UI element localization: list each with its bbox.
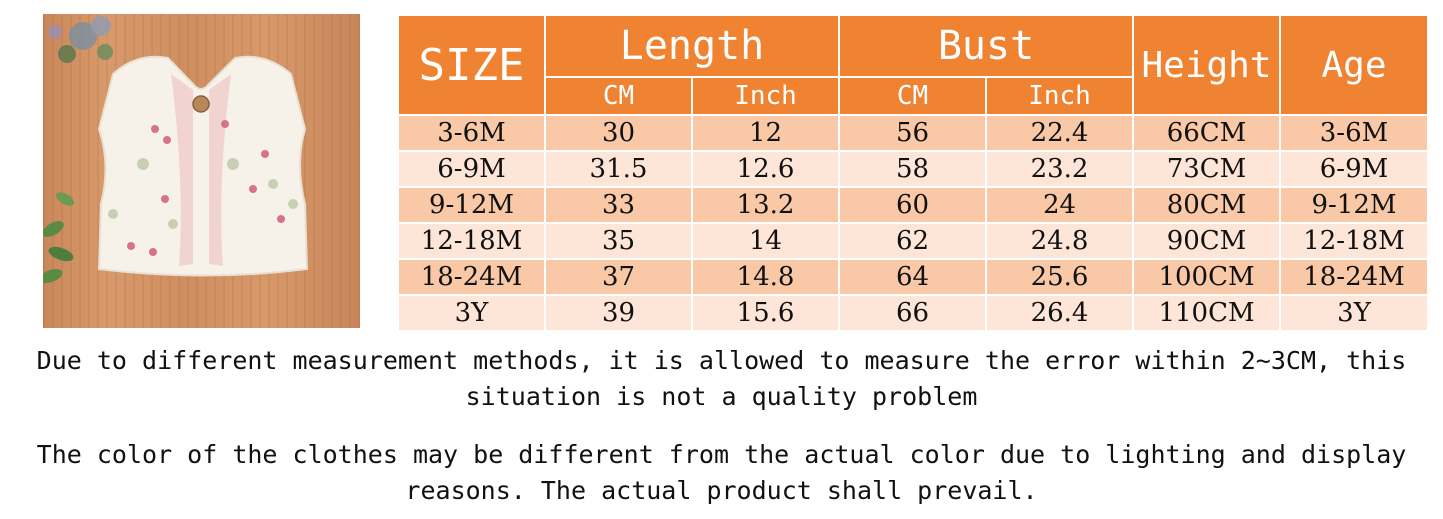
cell-length-inch: 13.2 xyxy=(691,186,840,224)
cell-length-inch: 12 xyxy=(691,114,840,152)
cell-height: 110CM xyxy=(1132,294,1282,332)
cell-length-cm: 39 xyxy=(544,294,693,332)
table-row: 3Y 39 15.6 66 26.4 110CM 3Y xyxy=(397,294,1430,332)
cell-size: 3-6M xyxy=(397,114,546,152)
color-note-line-2: reasons. The actual product shall prevai… xyxy=(405,476,1038,505)
cell-bust-inch: 25.6 xyxy=(984,258,1135,296)
cell-age: 12-18M xyxy=(1279,222,1430,260)
measurement-note: Due to different measurement methods, it… xyxy=(0,343,1443,415)
cell-length-inch: 14 xyxy=(691,222,840,260)
vest-illustration xyxy=(43,16,309,283)
cell-length-cm: 30 xyxy=(544,114,693,152)
cell-bust-inch: 24 xyxy=(984,186,1135,224)
cell-bust-cm: 62 xyxy=(838,222,987,260)
color-note: The color of the clothes may be differen… xyxy=(0,437,1443,509)
cell-length-inch: 12.6 xyxy=(691,150,840,188)
flower-decoration xyxy=(48,16,113,63)
cell-height: 100CM xyxy=(1132,258,1282,296)
cell-size: 9-12M xyxy=(397,186,546,224)
table-row: 6-9M 31.5 12.6 58 23.2 73CM 6-9M xyxy=(397,150,1430,188)
header-age: Age xyxy=(1279,14,1430,116)
cell-bust-inch: 22.4 xyxy=(984,114,1135,152)
cell-length-inch: 15.6 xyxy=(691,294,840,332)
cell-size: 3Y xyxy=(397,294,546,332)
cell-bust-cm: 66 xyxy=(838,294,987,332)
vest xyxy=(97,55,309,277)
cell-bust-cm: 60 xyxy=(838,186,987,224)
cell-age: 18-24M xyxy=(1279,258,1430,296)
cell-bust-cm: 64 xyxy=(838,258,987,296)
cell-length-cm: 35 xyxy=(544,222,693,260)
header-bust-inch: Inch xyxy=(984,76,1135,116)
cell-size: 18-24M xyxy=(397,258,546,296)
size-chart-table: SIZE Length Bust Height Age CM Inch CM I… xyxy=(397,14,1430,332)
leaf-decoration xyxy=(43,192,75,283)
measurement-note-line-1: Due to different measurement methods, it… xyxy=(36,346,1407,375)
cell-length-inch: 14.8 xyxy=(691,258,840,296)
cell-height: 66CM xyxy=(1132,114,1282,152)
cell-size: 6-9M xyxy=(397,150,546,188)
cell-length-cm: 33 xyxy=(544,186,693,224)
header-length-inch: Inch xyxy=(691,76,840,116)
measurement-note-line-2: situation is not a quality problem xyxy=(465,382,978,411)
header-size: SIZE xyxy=(397,14,546,116)
table-row: 3-6M 30 12 56 22.4 66CM 3-6M xyxy=(397,114,1430,152)
cell-bust-inch: 24.8 xyxy=(984,222,1135,260)
color-note-line-1: The color of the clothes may be differen… xyxy=(36,440,1407,469)
cell-age: 6-9M xyxy=(1279,150,1430,188)
cell-bust-inch: 23.2 xyxy=(984,150,1135,188)
cell-age: 3Y xyxy=(1279,294,1430,332)
cell-bust-inch: 26.4 xyxy=(984,294,1135,332)
cell-length-cm: 37 xyxy=(544,258,693,296)
header-height: Height xyxy=(1132,14,1282,116)
header-bust: Bust xyxy=(837,14,1135,78)
cell-age: 3-6M xyxy=(1279,114,1430,152)
cell-bust-cm: 58 xyxy=(838,150,987,188)
table-row: 12-18M 35 14 62 24.8 90CM 12-18M xyxy=(397,222,1430,260)
cell-size: 12-18M xyxy=(397,222,546,260)
table-row: 9-12M 33 13.2 60 24 80CM 9-12M xyxy=(397,186,1430,224)
cell-height: 80CM xyxy=(1132,186,1282,224)
cell-length-cm: 31.5 xyxy=(544,150,693,188)
header-length: Length xyxy=(544,14,840,78)
cell-height: 73CM xyxy=(1132,150,1282,188)
header-length-cm: CM xyxy=(544,76,693,116)
cell-height: 90CM xyxy=(1132,222,1282,260)
table-row: 18-24M 37 14.8 64 25.6 100CM 18-24M xyxy=(397,258,1430,296)
header-bust-cm: CM xyxy=(838,76,987,116)
product-photo xyxy=(43,14,360,328)
cell-bust-cm: 56 xyxy=(838,114,987,152)
cell-age: 9-12M xyxy=(1279,186,1430,224)
